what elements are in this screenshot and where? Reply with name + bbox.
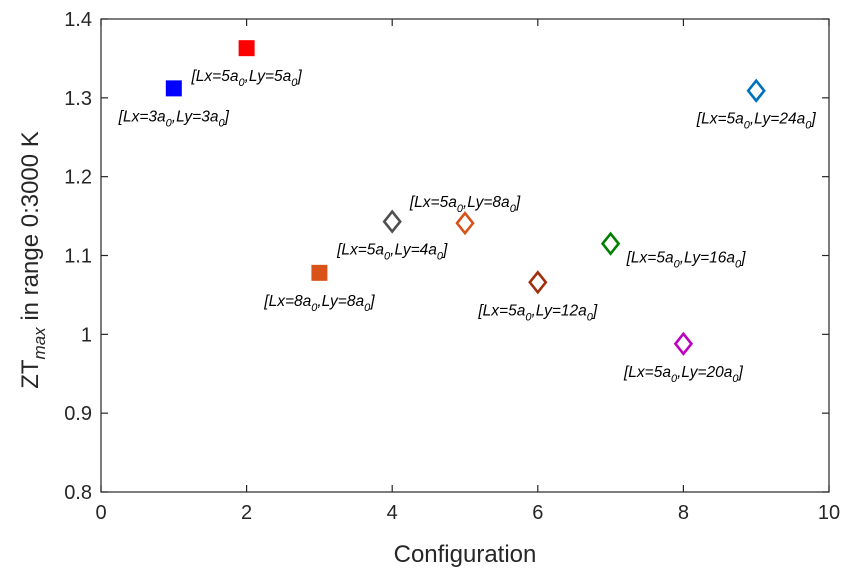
point-label: [Lx=5a0,Ly=12a0] [477, 302, 598, 323]
data-point-diamond [528, 270, 548, 295]
point-label: [Lx=5a0,Ly=20a0] [623, 364, 744, 385]
data-point-square [165, 80, 182, 97]
x-tick-label: 10 [818, 502, 840, 524]
y-tick-label: 0.9 [64, 403, 92, 425]
y-tick-label: 1.4 [64, 9, 92, 31]
point-label: [Lx=5a0,Ly=24a0] [696, 111, 817, 132]
x-tick-label: 2 [241, 502, 252, 524]
data-point-diamond [382, 209, 402, 234]
x-axis-title: Configuration [394, 541, 537, 568]
point-label: [Lx=5a0,Ly=5a0] [190, 68, 302, 89]
y-tick-label: 1.3 [64, 88, 92, 110]
x-tick-label: 6 [532, 502, 543, 524]
point-label: [Lx=8a0,Ly=8a0] [263, 293, 375, 314]
point-label: [Lx=5a0,Ly=8a0] [409, 194, 521, 215]
point-label: [Lx=3a0,Ly=3a0] [118, 108, 230, 129]
y-axis-title-rest: in range 0:3000 K [17, 131, 44, 327]
point-label: [Lx=5a0,Ly=16a0] [626, 250, 747, 271]
data-point-diamond [455, 211, 475, 236]
y-axis-title: ZTmax in range 0:3000 K [17, 131, 49, 389]
point-label: [Lx=5a0,Ly=4a0] [336, 242, 448, 263]
data-point-diamond [673, 331, 694, 356]
y-tick-label: 0.8 [64, 482, 92, 504]
y-tick-label: 1.2 [64, 167, 92, 189]
point-labels: [Lx=3a0,Ly=3a0] [Lx=5a0,Ly=5a0] [Lx=8a0,Ly… [118, 68, 817, 385]
data-point-diamond [600, 231, 621, 256]
x-tick-label: 0 [95, 502, 106, 524]
y-axis-title-subscript: max [30, 327, 49, 360]
data-points [165, 40, 766, 356]
y-tick-label: 1.1 [64, 246, 92, 268]
y-tick-label: 1 [81, 324, 92, 346]
y-axis-title-base: ZT [17, 359, 44, 389]
data-point-square [238, 40, 255, 57]
data-point-diamond [746, 78, 766, 103]
data-point-square [311, 264, 328, 281]
axes: 0 2 4 6 8 10 0.8 0.9 1 1.1 1.2 1.3 1.4 [64, 9, 840, 524]
x-tick-label: 4 [387, 502, 398, 524]
x-tick-label: 8 [678, 502, 689, 524]
